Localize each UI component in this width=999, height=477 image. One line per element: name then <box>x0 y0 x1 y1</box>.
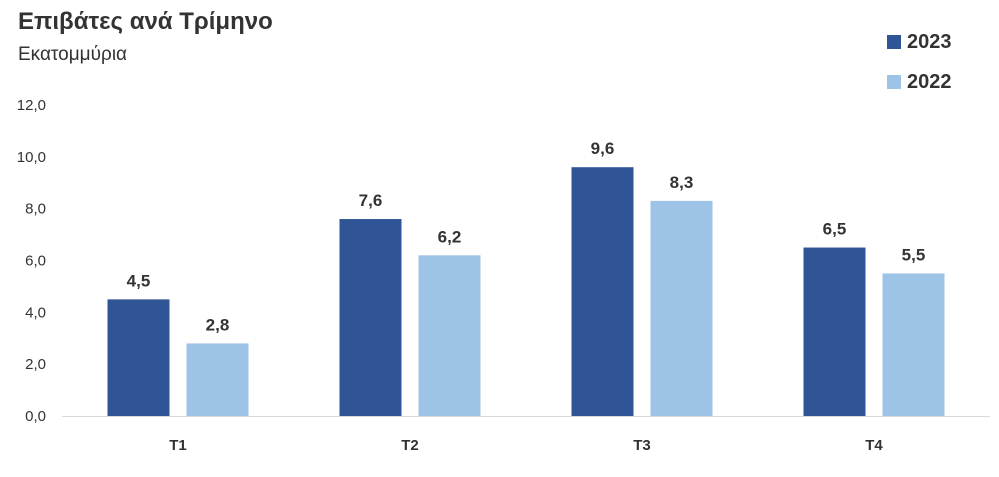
bar-2023-T3 <box>571 167 634 416</box>
y-tick-label: 10,0 <box>17 149 46 166</box>
bar-2023-T2 <box>339 219 402 416</box>
legend-label-2023: 2023 <box>907 30 952 53</box>
data-label-2022-T2: 6,2 <box>438 227 462 246</box>
legend-item-2023: 2023 <box>887 30 952 54</box>
chart-subtitle: Εκατομμύρια <box>18 44 128 65</box>
data-label-2022-T1: 2,8 <box>206 315 230 334</box>
y-tick-label: 12,0 <box>17 97 46 114</box>
bar-2023-T4 <box>803 247 866 416</box>
legend-item-2022: 2022 <box>887 70 952 94</box>
bar-2022-T4 <box>882 273 945 416</box>
y-tick-label: 6,0 <box>25 253 46 270</box>
y-tick-label: 4,0 <box>25 304 46 321</box>
bar-2023-T1 <box>107 299 170 416</box>
data-label-2023-T4: 6,5 <box>823 220 847 239</box>
data-label-2023-T1: 4,5 <box>127 271 151 290</box>
bar-2022-T2 <box>418 255 481 416</box>
legend: 2023 2022 <box>887 30 952 110</box>
data-label-2022-T3: 8,3 <box>670 173 694 192</box>
data-label-2022-T4: 5,5 <box>902 245 926 264</box>
legend-swatch-2023 <box>887 35 901 49</box>
y-axis: 0,0 2,0 4,0 6,0 8,0 10,0 12,0 <box>17 97 46 425</box>
x-axis: T1 T2 T3 T4 <box>169 437 883 454</box>
chart-title: Επιβάτες ανά Τρίμηνο <box>18 8 273 35</box>
legend-swatch-2022 <box>887 75 901 89</box>
y-tick-label: 0,0 <box>25 408 46 425</box>
data-label-2023-T2: 7,6 <box>359 191 383 210</box>
data-label-2023-T3: 9,6 <box>591 139 615 158</box>
x-tick-label: T2 <box>401 437 419 454</box>
x-tick-label: T1 <box>169 437 187 454</box>
y-tick-label: 8,0 <box>25 201 46 218</box>
legend-label-2022: 2022 <box>907 70 952 93</box>
bar-2022-T3 <box>650 200 713 416</box>
y-tick-label: 2,0 <box>25 356 46 373</box>
x-tick-label: T3 <box>633 437 651 454</box>
x-tick-label: T4 <box>865 437 883 454</box>
bar-2022-T1 <box>186 343 249 416</box>
bars: 4,5 2,8 7,6 6,2 9,6 8,3 6,5 5,5 <box>107 139 945 416</box>
